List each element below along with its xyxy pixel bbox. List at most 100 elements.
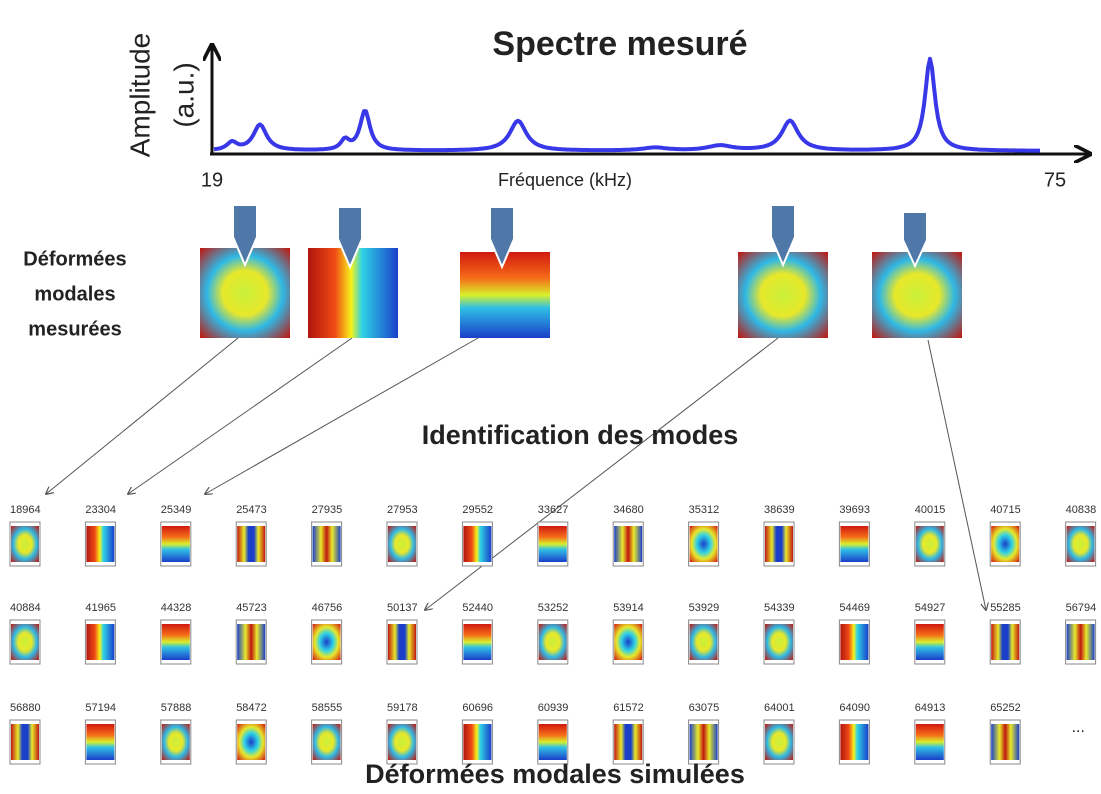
mode-shape — [11, 624, 39, 660]
mode-shape — [991, 724, 1020, 760]
mode-frequency: 39693 — [839, 504, 870, 516]
mode-frequency: 40015 — [915, 504, 946, 516]
mode-shape — [86, 624, 115, 660]
mode-frequency: 40838 — [1066, 504, 1097, 516]
mode-frequency: 65252 — [990, 702, 1021, 714]
spectrum-curve — [213, 56, 1040, 153]
measured-label: mesurées — [28, 318, 121, 340]
mode-shape — [237, 724, 266, 760]
peak-marker — [337, 206, 363, 270]
mode-shape — [237, 624, 266, 660]
mode-frequency: 18964 — [10, 504, 41, 516]
peak-marker — [902, 211, 928, 269]
mode-frequency: 59178 — [387, 702, 418, 714]
x-end-label: 75 — [1044, 169, 1066, 191]
mode-shape — [237, 526, 266, 562]
mode-frequency: 56880 — [10, 702, 41, 714]
arrow — [46, 337, 239, 494]
y-axis-label: Amplitude — [124, 33, 155, 158]
mode-frequency: 41965 — [85, 602, 116, 614]
mode-frequency: 23304 — [85, 504, 116, 516]
mode-frequency: 44328 — [161, 602, 192, 614]
mode-frequency: 33627 — [538, 504, 569, 516]
mode-frequency: 57194 — [85, 702, 116, 714]
peak-marker — [770, 204, 796, 268]
measured-mode — [460, 252, 550, 338]
mode-frequency: 57888 — [161, 702, 192, 714]
measured-mode — [308, 248, 398, 338]
mode-frequency: 46756 — [312, 602, 343, 614]
mode-shape — [86, 526, 115, 562]
mode-shape — [765, 526, 793, 562]
mode-shape — [463, 724, 492, 760]
mode-frequency: 25473 — [236, 504, 267, 516]
mode-frequency: 54469 — [839, 602, 870, 614]
measured-label: Déformées — [23, 248, 126, 270]
spectrum-title: Spectre mesuré — [492, 25, 747, 63]
y-axis-label: (a.u.) — [168, 62, 199, 127]
mode-shape — [1066, 526, 1095, 562]
arrow — [927, 339, 986, 610]
mode-shape — [463, 526, 492, 562]
mode-frequency: 54927 — [915, 602, 946, 614]
mode-frequency: 58472 — [236, 702, 267, 714]
mode-shape — [388, 526, 416, 562]
mode-frequency: 25349 — [161, 504, 192, 516]
mode-shape — [765, 724, 793, 760]
ellipsis: ... — [1072, 719, 1085, 736]
mode-frequency: 63075 — [689, 702, 720, 714]
mode-shape — [161, 724, 190, 760]
peak-markers — [232, 204, 928, 270]
x-axis-label: Fréquence (kHz) — [498, 170, 632, 190]
mode-frequency: 53252 — [538, 602, 569, 614]
measured-label: modales — [34, 283, 115, 305]
mode-shape — [840, 724, 869, 760]
mode-shape — [614, 724, 643, 760]
mode-shape — [388, 624, 416, 660]
mode-shape — [614, 526, 643, 562]
peak-marker — [232, 204, 258, 268]
mode-frequency: 54339 — [764, 602, 795, 614]
mode-shape — [1066, 624, 1095, 660]
arrow — [425, 337, 779, 610]
mode-shape — [86, 724, 115, 760]
mode-shape — [161, 624, 190, 660]
mode-shape — [312, 526, 341, 562]
mode-frequency: 27953 — [387, 504, 418, 516]
mode-frequency: 40884 — [10, 602, 41, 614]
mode-frequency: 58555 — [312, 702, 343, 714]
mode-shape — [388, 724, 416, 760]
simulated-modes: 18964 23304 25349 25473 27935 27953 29552 33627… — [9, 504, 1097, 765]
arrow — [205, 337, 479, 494]
mode-frequency: 53929 — [689, 602, 720, 614]
mode-shape — [614, 624, 643, 660]
mode-frequency: 60696 — [462, 702, 493, 714]
mode-shape — [765, 624, 793, 660]
mode-shape — [689, 624, 718, 660]
mode-frequency: 53914 — [613, 602, 644, 614]
mode-frequency: 35312 — [689, 504, 720, 516]
measured-modes — [200, 248, 962, 338]
mode-frequency: 64001 — [764, 702, 795, 714]
mode-shape — [161, 526, 190, 562]
mode-shape — [312, 624, 341, 660]
mode-shape — [689, 724, 718, 760]
mode-frequency: 64913 — [915, 702, 946, 714]
mode-shape — [463, 624, 492, 660]
peak-marker — [489, 206, 515, 270]
mode-shape — [11, 526, 39, 562]
mode-frequency: 52440 — [462, 602, 493, 614]
mode-frequency: 38639 — [764, 504, 795, 516]
mode-shape — [915, 724, 944, 760]
mode-shape — [840, 526, 869, 562]
mode-frequency: 40715 — [990, 504, 1021, 516]
mode-frequency: 50137 — [387, 602, 418, 614]
arrow — [128, 337, 353, 494]
mode-shape — [538, 724, 567, 760]
mode-frequency: 45723 — [236, 602, 267, 614]
x-start-label: 19 — [201, 169, 223, 191]
mode-frequency: 27935 — [312, 504, 343, 516]
mode-shape — [991, 526, 1020, 562]
mode-frequency: 64090 — [839, 702, 870, 714]
